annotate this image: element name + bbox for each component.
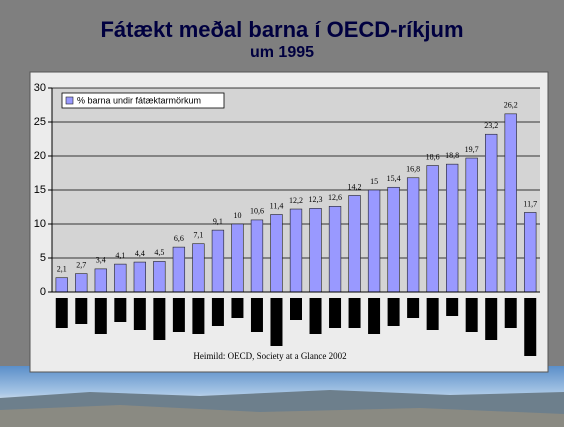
bar <box>485 134 497 292</box>
country-flag <box>153 298 165 340</box>
bar <box>524 212 536 292</box>
data-label: 6,6 <box>174 234 184 243</box>
data-label: 14,2 <box>348 182 362 191</box>
bar <box>75 274 87 292</box>
data-label: 10,6 <box>250 207 264 216</box>
bar <box>114 264 126 292</box>
data-label: 11,7 <box>523 199 537 208</box>
y-tick-label: 5 <box>40 252 46 264</box>
chart-title: Fátækt meðal barna í OECD-ríkjum <box>100 17 463 42</box>
data-label: 10 <box>233 211 241 220</box>
data-label: 4,4 <box>135 249 145 258</box>
country-flag <box>56 298 68 328</box>
country-flag <box>388 298 400 326</box>
country-flag <box>290 298 302 320</box>
chart: Fátækt meðal barna í OECD-ríkjum um 1995… <box>0 0 564 427</box>
country-flag <box>505 298 517 328</box>
country-flag <box>251 298 263 332</box>
y-tick-label: 20 <box>34 150 46 162</box>
data-label: 12,6 <box>328 193 342 202</box>
data-label: 2,7 <box>76 260 86 269</box>
country-flag <box>466 298 478 332</box>
bar <box>290 209 302 292</box>
bar <box>95 269 107 292</box>
bar <box>407 178 419 292</box>
data-label: 11,4 <box>270 201 284 210</box>
bar <box>232 224 244 292</box>
country-flag <box>368 298 380 334</box>
country-flag <box>407 298 419 318</box>
country-flag <box>524 298 536 356</box>
data-label: 19,7 <box>465 145 479 154</box>
data-label: 4,1 <box>115 251 125 260</box>
data-label: 16,8 <box>406 165 420 174</box>
bar <box>427 166 439 292</box>
country-flag <box>75 298 87 324</box>
country-flag <box>192 298 204 334</box>
country-flag <box>349 298 361 328</box>
chart-subtitle: um 1995 <box>250 44 314 61</box>
country-flag <box>173 298 185 332</box>
data-label: 18,8 <box>445 151 459 160</box>
y-tick-label: 10 <box>34 218 46 230</box>
bar <box>329 206 341 292</box>
bar <box>368 190 380 292</box>
y-tick-label: 15 <box>34 184 46 196</box>
data-label: 12,2 <box>289 196 303 205</box>
bar <box>466 158 478 292</box>
data-label: 3,4 <box>96 256 106 265</box>
bar <box>251 220 263 292</box>
country-flag <box>270 298 282 346</box>
data-label: 15,4 <box>387 174 401 183</box>
bar <box>154 261 166 292</box>
data-label: 15 <box>370 177 378 186</box>
country-flag <box>95 298 107 334</box>
country-flag <box>310 298 322 334</box>
data-label: 4,5 <box>154 248 164 257</box>
slide: Fátækt meðal barna í OECD-ríkjum um 1995… <box>0 0 564 427</box>
country-flag <box>114 298 126 322</box>
y-tick-label: 0 <box>40 286 46 298</box>
bar <box>349 195 361 292</box>
y-tick-label: 25 <box>34 116 46 128</box>
data-label: 9,1 <box>213 217 223 226</box>
bar <box>134 262 146 292</box>
source-note: Heimild: OECD, Society at a Glance 2002 <box>193 351 346 361</box>
bar <box>310 208 322 292</box>
data-label: 26,2 <box>504 101 518 110</box>
country-flag <box>329 298 341 328</box>
data-label: 12,3 <box>309 195 323 204</box>
bar <box>271 214 283 292</box>
legend-label: % barna undir fátæktarmörkum <box>77 95 201 105</box>
data-label: 7,1 <box>193 231 203 240</box>
country-flag <box>134 298 146 330</box>
bar <box>446 164 458 292</box>
bar <box>193 244 205 292</box>
country-flag <box>231 298 243 318</box>
country-flag <box>485 298 497 340</box>
bar <box>56 278 68 292</box>
data-label: 23,2 <box>484 121 498 130</box>
country-flag <box>446 298 458 316</box>
bar <box>212 230 224 292</box>
y-tick-label: 30 <box>34 82 46 94</box>
legend-swatch <box>66 97 73 104</box>
data-label: 2,1 <box>57 265 67 274</box>
bar <box>505 114 517 292</box>
data-label: 18,6 <box>426 152 440 161</box>
country-flag <box>427 298 439 330</box>
bar <box>388 187 400 292</box>
bar <box>173 247 185 292</box>
country-flag <box>212 298 224 326</box>
